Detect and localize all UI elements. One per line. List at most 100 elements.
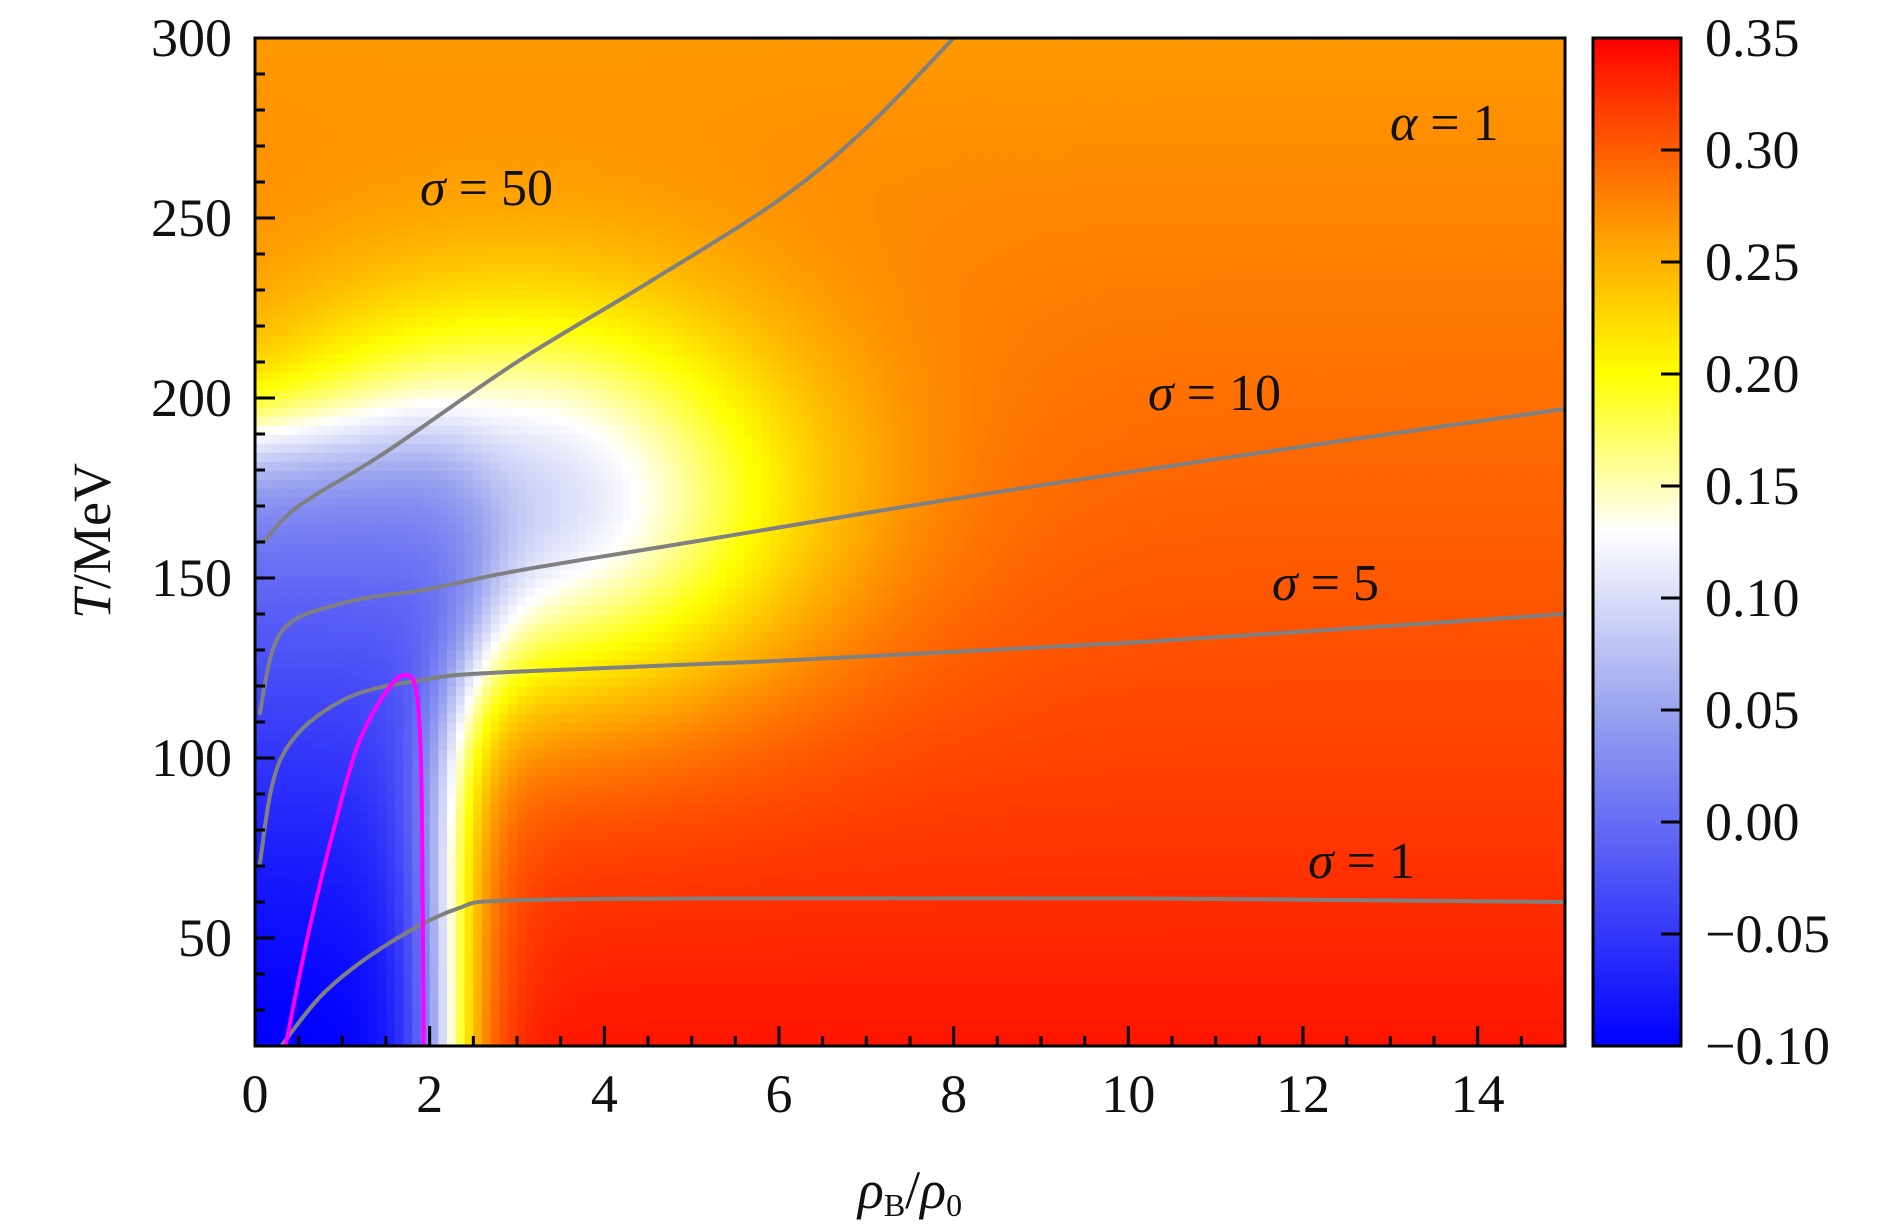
heatmap-cell	[289, 677, 300, 687]
heatmap-cell	[281, 299, 291, 309]
heatmap-cell	[508, 416, 518, 426]
heatmap-cell	[263, 614, 274, 624]
heatmap-cell	[386, 1019, 396, 1029]
heatmap-cell	[482, 218, 492, 228]
heatmap-cell	[586, 803, 597, 813]
heatmap-cell	[630, 470, 640, 480]
heatmap-cell	[351, 623, 361, 633]
heatmap-cell	[621, 533, 632, 543]
heatmap-cell	[578, 704, 588, 714]
heatmap-cell	[517, 677, 527, 687]
heatmap-cell	[438, 587, 448, 597]
heatmap-cell	[586, 902, 597, 912]
heatmap-cell	[316, 785, 326, 795]
heatmap-cell	[272, 461, 282, 471]
heatmap-cell	[551, 794, 562, 804]
heatmap-cell	[333, 497, 344, 507]
heatmap-cell	[473, 272, 483, 282]
heatmap-cell	[551, 74, 562, 84]
heatmap-cell	[377, 686, 387, 696]
heatmap-cell	[578, 857, 588, 867]
heatmap-cell	[508, 542, 518, 552]
heatmap-cell	[420, 281, 431, 291]
heatmap-cell	[359, 893, 370, 903]
heatmap-cell	[333, 47, 344, 57]
heatmap-cell	[490, 641, 501, 651]
heatmap-cell	[639, 911, 649, 921]
heatmap-cell	[324, 326, 335, 336]
heatmap-cell	[525, 524, 536, 534]
heatmap-cell	[499, 317, 509, 327]
heatmap-cell	[630, 659, 640, 669]
heatmap-cell	[490, 1001, 501, 1011]
heatmap-cell	[569, 227, 579, 237]
heatmap-cell	[368, 767, 378, 777]
heatmap-cell	[508, 785, 518, 795]
heatmap-cell	[298, 812, 309, 822]
heatmap-cell	[569, 443, 579, 453]
heatmap-cell	[473, 47, 483, 57]
heatmap-cell	[586, 542, 597, 552]
heatmap-cell	[281, 938, 291, 948]
heatmap-cell	[455, 974, 466, 984]
heatmap-cell	[499, 344, 509, 354]
heatmap-cell	[359, 713, 370, 723]
heatmap-cell	[621, 254, 632, 264]
heatmap-cell	[298, 461, 309, 471]
heatmap-cell	[490, 389, 501, 399]
heatmap-cell	[403, 974, 413, 984]
heatmap-cell	[386, 740, 396, 750]
heatmap-cell	[403, 344, 413, 354]
heatmap-cell	[578, 74, 588, 84]
heatmap-cell	[569, 668, 579, 678]
heatmap-cell	[263, 155, 274, 165]
heatmap-cell	[263, 425, 274, 435]
heatmap-cell	[289, 1010, 300, 1020]
heatmap-cell	[412, 236, 422, 246]
heatmap-cell	[586, 875, 597, 885]
heatmap-cell	[272, 434, 282, 444]
heatmap-cell	[359, 551, 370, 561]
heatmap-cell	[420, 848, 431, 858]
heatmap-cell	[499, 362, 509, 372]
heatmap-cell	[272, 965, 282, 975]
heatmap-cell	[630, 56, 640, 66]
heatmap-cell	[289, 866, 300, 876]
heatmap-cell	[595, 974, 606, 984]
heatmap-cell	[464, 704, 475, 714]
heatmap-cell	[429, 785, 440, 795]
heatmap-cell	[595, 911, 606, 921]
heatmap-cell	[289, 101, 300, 111]
heatmap-cell	[482, 857, 492, 867]
heatmap-cell	[621, 713, 632, 723]
heatmap-cell	[621, 281, 632, 291]
heatmap-cell	[412, 56, 422, 66]
heatmap-cell	[420, 110, 431, 120]
heatmap-cell	[394, 218, 405, 228]
heatmap-cell	[482, 209, 492, 219]
heatmap-cell	[447, 515, 457, 525]
heatmap-cell	[289, 470, 300, 480]
heatmap-cell	[578, 956, 588, 966]
heatmap-cell	[578, 686, 588, 696]
heatmap-cell	[429, 452, 440, 462]
heatmap-cell	[263, 173, 274, 183]
heatmap-cell	[508, 83, 518, 93]
heatmap-cell	[613, 263, 623, 273]
heatmap-cell	[569, 749, 579, 759]
heatmap-cell	[560, 533, 571, 543]
heatmap-cell	[569, 704, 579, 714]
heatmap-cell	[386, 236, 396, 246]
heatmap-cell	[613, 794, 623, 804]
heatmap-cell	[595, 272, 606, 282]
heatmap-cell	[621, 785, 632, 795]
heatmap-cell	[630, 488, 640, 498]
heatmap-cell	[368, 128, 378, 138]
heatmap-cell	[630, 218, 640, 228]
heatmap-cell	[403, 866, 413, 876]
heatmap-cell	[394, 308, 405, 318]
heatmap-cell	[281, 83, 291, 93]
heatmap-cell	[263, 461, 274, 471]
heatmap-cell	[281, 335, 291, 345]
heatmap-cell	[324, 614, 335, 624]
